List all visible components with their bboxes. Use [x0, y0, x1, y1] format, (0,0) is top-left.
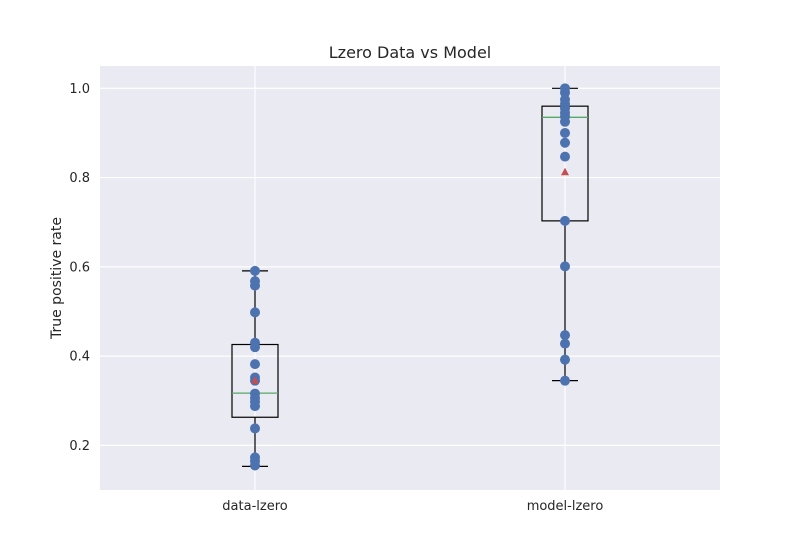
box-group-data-lzero — [231, 265, 279, 471]
data-point — [250, 359, 260, 370]
data-point — [250, 401, 260, 412]
plot-area — [100, 66, 720, 490]
y-tick-label: 0.6 — [69, 260, 90, 275]
data-point — [250, 460, 260, 471]
mean-marker — [251, 376, 259, 384]
data-point — [250, 307, 260, 318]
data-point — [560, 116, 570, 127]
data-point — [250, 342, 260, 353]
mean-marker — [561, 167, 569, 176]
data-point — [250, 423, 260, 434]
chart-title: Lzero Data vs Model — [329, 43, 491, 62]
data-point — [250, 265, 260, 276]
y-axis-label: True positive rate — [49, 217, 65, 340]
x-tick-label: data-lzero — [222, 499, 287, 514]
x-tick-label: model-lzero — [527, 499, 604, 514]
data-point — [560, 261, 570, 272]
box-group-model-lzero — [541, 83, 589, 386]
y-tick-labels: 0.2 0.4 0.6 0.8 1.0 — [69, 82, 90, 454]
data-point — [560, 338, 570, 349]
y-tick-label: 0.2 — [69, 439, 90, 454]
data-point — [560, 127, 570, 138]
y-tick-label: 0.4 — [69, 350, 90, 365]
y-tick-label: 1.0 — [69, 82, 90, 97]
data-point — [250, 280, 260, 291]
x-tick-labels: data-lzero model-lzero — [222, 499, 603, 514]
data-point — [560, 215, 570, 226]
data-point — [560, 354, 570, 365]
data-point — [560, 375, 570, 386]
data-point — [560, 137, 570, 148]
data-point — [560, 151, 570, 162]
box-groups — [231, 83, 589, 471]
y-tick-label: 0.8 — [69, 171, 90, 186]
data-point — [560, 330, 570, 341]
